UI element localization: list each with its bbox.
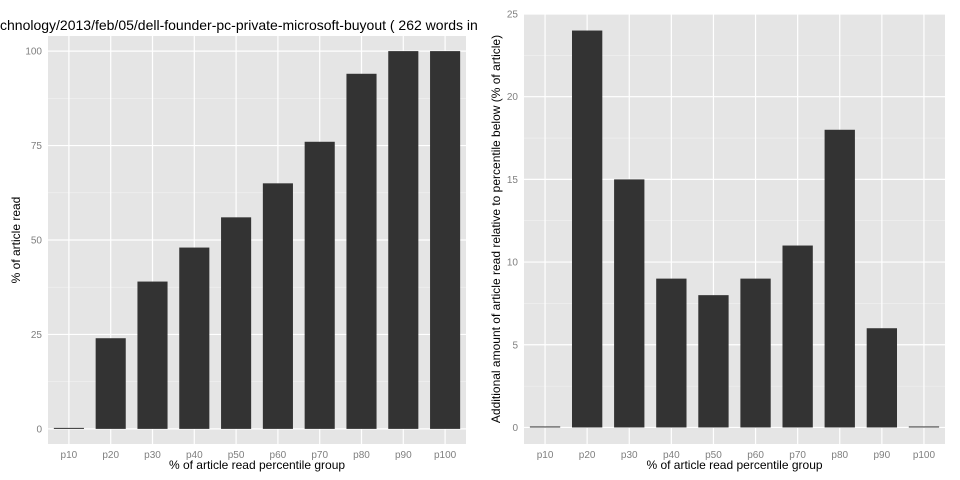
x-tick-label: p90: [395, 450, 412, 461]
x-tick-label: p100: [434, 450, 457, 461]
bar-p70: [782, 245, 813, 428]
x-tick-label: p20: [102, 450, 119, 461]
y-tick-label: 100: [25, 47, 42, 58]
y-tick-labels: 0 5 10 15 20 25: [507, 10, 519, 434]
bar-p90: [866, 328, 898, 428]
y-tick-label: 0: [512, 423, 518, 434]
x-tick-label: p70: [311, 450, 328, 461]
bar-p10: [529, 426, 561, 428]
x-axis-title: % of article read percentile group: [169, 458, 345, 472]
x-tick-label: p10: [537, 450, 554, 461]
y-tick-label: 20: [507, 92, 519, 103]
y-axis-title: Additional amount of article read relati…: [489, 35, 503, 423]
bar-p30: [137, 281, 168, 429]
x-tick-label: p60: [270, 450, 287, 461]
bar-p20: [95, 338, 126, 429]
x-tick-label: p100: [913, 450, 936, 461]
x-axis-title: % of article read percentile group: [646, 458, 822, 472]
x-tick-label: p80: [353, 450, 370, 461]
x-tick-label: p30: [621, 450, 638, 461]
x-tick-label: p10: [61, 450, 78, 461]
bar-p90: [388, 51, 419, 429]
y-tick-label: 75: [31, 141, 43, 152]
x-tick-label: p80: [831, 450, 848, 461]
bar-p50: [221, 217, 252, 429]
bar-p30: [614, 179, 645, 428]
bar-p60: [740, 278, 771, 428]
bar-p50: [698, 295, 729, 428]
x-tick-label: p40: [663, 450, 680, 461]
bar-p80: [824, 129, 855, 428]
y-tick-labels: 0 25 50 75 100: [25, 47, 42, 436]
bar-p80: [346, 73, 377, 429]
y-tick-label: 10: [507, 258, 519, 269]
left-chart: chnology/2013/feb/05/dell-founder-pc-pri…: [0, 17, 478, 472]
x-tick-label: p50: [228, 450, 245, 461]
x-tick-label: p30: [144, 450, 161, 461]
x-tick-label: p50: [705, 450, 722, 461]
bars: [529, 30, 940, 428]
x-tick-labels: p10 p20 p30 p40 p50 p60 p70 p80 p90 p100: [537, 450, 936, 461]
bar-p100: [430, 51, 461, 429]
bar-p10: [53, 427, 84, 429]
x-tick-label: p60: [747, 450, 764, 461]
y-tick-label: 25: [507, 10, 519, 21]
y-axis-title: % of article read: [9, 197, 23, 284]
bar-p20: [571, 30, 603, 428]
bars: [53, 51, 461, 429]
x-tick-label: p40: [186, 450, 203, 461]
x-tick-label: p90: [874, 450, 891, 461]
y-tick-label: 15: [507, 175, 519, 186]
y-tick-label: 50: [31, 236, 43, 247]
y-tick-label: 0: [36, 424, 42, 435]
bar-p40: [179, 247, 210, 429]
y-tick-label: 5: [512, 340, 518, 351]
x-tick-label: p70: [789, 450, 806, 461]
bar-p100: [908, 426, 940, 428]
y-tick-label: 25: [31, 330, 43, 341]
bar-p70: [304, 141, 335, 429]
x-tick-labels: p10 p20 p30 p40 p50 p60 p70 p80 p90 p100: [61, 450, 457, 461]
x-tick-label: p20: [579, 450, 596, 461]
bar-p60: [262, 183, 293, 429]
chart-title: chnology/2013/feb/05/dell-founder-pc-pri…: [0, 17, 478, 33]
bar-p40: [656, 278, 687, 428]
